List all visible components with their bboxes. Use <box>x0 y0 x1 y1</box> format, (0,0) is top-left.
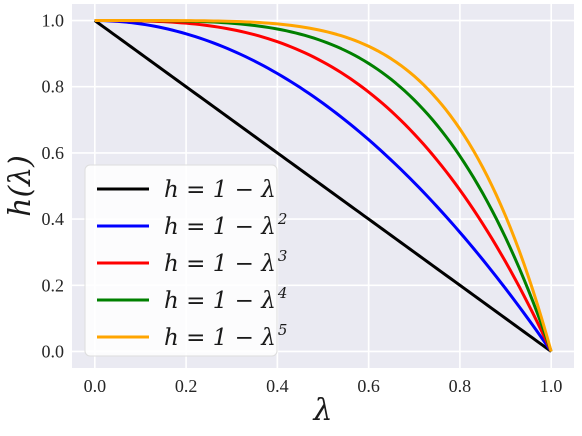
legend-label-exponent: 5 <box>278 321 288 339</box>
x-axis-title: λ <box>312 393 332 428</box>
series-lines <box>93 19 553 353</box>
x-tick-label: 0.0 <box>84 376 107 396</box>
legend-box <box>84 164 278 357</box>
y-tick-labels: 0.0 0.2 0.4 0.6 0.8 1.0 <box>42 11 65 362</box>
x-tick-label: 0.6 <box>357 376 380 396</box>
y-axis-title: h(λ) <box>3 155 38 217</box>
series-line-5 <box>94 19 553 352</box>
legend-label-base: h = 1 − λ <box>164 177 276 203</box>
y-tick-label: 0.0 <box>42 341 65 361</box>
x-tick-label: 0.8 <box>449 376 472 396</box>
legend-label-base: h = 1 − λ <box>164 214 276 240</box>
y-tick-label: 0.2 <box>42 275 65 295</box>
y-tick-label: 1.0 <box>42 11 65 31</box>
x-tick-labels: 0.0 0.2 0.4 0.6 0.8 1.0 <box>84 376 563 396</box>
x-tick-label: 0.2 <box>175 376 198 396</box>
y-tick-label: 0.6 <box>42 143 65 163</box>
y-tick-label: 0.4 <box>42 209 65 229</box>
series-line-2 <box>94 19 553 353</box>
legend-label-exponent: 4 <box>277 284 288 302</box>
y-tick-label: 0.8 <box>42 77 65 97</box>
x-tick-label: 1.0 <box>540 376 563 396</box>
series-line-1 <box>93 19 553 353</box>
legend: h = 1 − λh = 1 − λ 2h = 1 − λ 3h = 1 − λ 4h… <box>84 164 287 357</box>
legend-label: h = 1 − λ <box>164 177 276 203</box>
x-tick-label: 0.4 <box>266 376 289 396</box>
legend-label-base: h = 1 − λ <box>164 288 276 314</box>
legend-label-exponent: 3 <box>278 247 288 265</box>
legend-label-base: h = 1 − λ <box>164 325 276 351</box>
legend-label-exponent: 2 <box>277 210 288 228</box>
legend-label-base: h = 1 − λ <box>164 251 276 277</box>
